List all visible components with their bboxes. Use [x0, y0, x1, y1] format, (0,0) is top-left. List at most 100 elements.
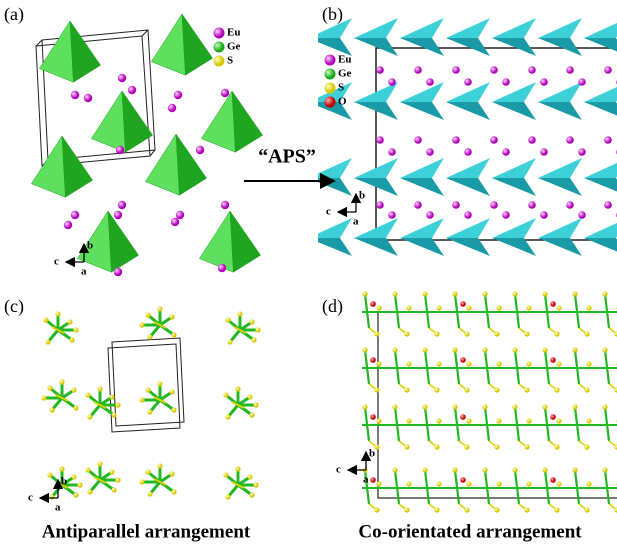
- atom: [59, 379, 65, 385]
- bond: [393, 406, 401, 442]
- atom: [223, 392, 229, 398]
- atom: [247, 474, 253, 480]
- bond: [423, 406, 431, 442]
- atom: [406, 418, 412, 424]
- atom: [87, 414, 93, 420]
- bond: [93, 476, 107, 484]
- atom: [554, 507, 560, 513]
- atom: [145, 387, 151, 393]
- atom: [169, 471, 175, 477]
- tetrahedron: [446, 102, 490, 120]
- atom: [512, 347, 518, 353]
- atom: [374, 444, 380, 450]
- tetrahedron: [318, 82, 352, 102]
- tetrahedron: [145, 133, 180, 196]
- tetrahedron: [446, 218, 490, 238]
- bond: [363, 293, 371, 329]
- atom: [85, 467, 91, 473]
- bond: [603, 469, 611, 505]
- axis-label: c: [326, 206, 331, 218]
- atom: [392, 404, 398, 410]
- atom: [494, 331, 500, 337]
- unit-cell: [107, 337, 185, 433]
- bond: [543, 469, 551, 505]
- bond: [363, 406, 371, 442]
- atom: [370, 477, 376, 483]
- tetrahedron: [121, 90, 153, 153]
- tetrahedron: [91, 90, 126, 153]
- axis-label: c: [28, 492, 33, 504]
- atom: [426, 211, 434, 219]
- atom: [249, 492, 255, 498]
- atom: [466, 418, 472, 424]
- atom: [249, 412, 255, 418]
- atom: [566, 201, 574, 209]
- atom: [109, 469, 115, 475]
- bond: [393, 349, 401, 385]
- bond: [153, 321, 167, 329]
- bond: [226, 484, 240, 498]
- tetrahedron: [538, 158, 582, 178]
- bond: [88, 479, 102, 493]
- bond: [513, 469, 521, 505]
- atom: [370, 414, 376, 420]
- tetrahedron: [446, 158, 490, 178]
- atom: [512, 467, 518, 473]
- atom: [586, 418, 592, 424]
- atom: [404, 387, 410, 393]
- atom: [528, 66, 536, 74]
- atom: [614, 444, 617, 450]
- panel-b: Eu Ge SOb c a: [318, 18, 617, 256]
- atom: [496, 361, 502, 367]
- atom: [157, 306, 163, 312]
- tetrahedron: [354, 158, 398, 178]
- atom: [113, 267, 123, 277]
- atom: [464, 444, 470, 450]
- atom: [550, 477, 556, 483]
- tetrahedron: [61, 135, 93, 198]
- atom: [87, 489, 93, 495]
- bond: [483, 349, 491, 385]
- atom: [524, 387, 530, 393]
- atom: [145, 469, 151, 475]
- atom: [376, 136, 384, 144]
- tetrahedron: [318, 238, 352, 256]
- atom: [550, 414, 556, 420]
- tetrahedron: [400, 102, 444, 120]
- atom: [362, 291, 368, 297]
- atom: [542, 404, 548, 410]
- tetrahedron: [354, 178, 398, 196]
- tetrahedron: [492, 38, 536, 56]
- atom: [71, 474, 77, 480]
- bond: [483, 406, 491, 442]
- atom: [426, 78, 434, 86]
- atom: [237, 311, 243, 317]
- atom: [526, 481, 532, 487]
- atom: [604, 66, 612, 74]
- bond: [153, 396, 167, 404]
- caption: Antiparallel arrangement: [42, 521, 251, 542]
- atom: [584, 444, 590, 450]
- atom: [464, 148, 472, 156]
- atom: [422, 291, 428, 297]
- atom: [602, 347, 608, 353]
- tetrahedron: [318, 102, 352, 120]
- atom: [85, 392, 91, 398]
- atom: [77, 482, 83, 488]
- atom: [41, 395, 47, 401]
- bond: [513, 349, 521, 385]
- atom: [572, 347, 578, 353]
- bond: [543, 293, 551, 329]
- bond: [148, 324, 162, 338]
- atom: [464, 78, 472, 86]
- bond: [483, 469, 491, 505]
- atom: [388, 78, 396, 86]
- atom: [426, 148, 434, 156]
- atom: [436, 418, 442, 424]
- atom: [147, 334, 153, 340]
- tetrahedron: [229, 210, 261, 273]
- atom: [460, 301, 466, 307]
- atom: [227, 339, 233, 345]
- atom: [452, 347, 458, 353]
